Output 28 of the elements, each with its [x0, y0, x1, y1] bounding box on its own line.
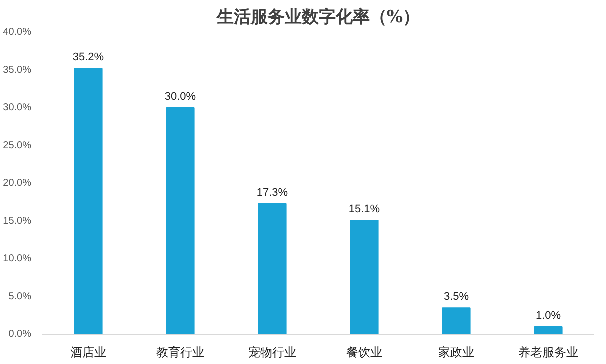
data-label: 30.0% [164, 91, 196, 103]
x-tick-label: 餐饮业 [346, 346, 382, 360]
data-label: 17.3% [256, 186, 288, 199]
bar [442, 308, 471, 334]
x-tick-label: 养老服务业 [518, 346, 578, 360]
bar [258, 203, 287, 334]
bar [74, 68, 103, 334]
x-tick-label: 家政业 [438, 346, 474, 360]
x-tick-label: 宠物行业 [248, 346, 296, 360]
y-tick-label: 10.0% [3, 254, 32, 264]
bar [534, 326, 563, 334]
y-tick-label: 5.0% [8, 291, 32, 302]
data-label: 15.1% [348, 203, 380, 216]
x-tick-label: 酒店业 [70, 346, 106, 360]
y-tick-label: 20.0% [3, 178, 32, 189]
y-tick-label: 30.0% [3, 102, 32, 114]
data-label: 35.2% [72, 52, 104, 64]
y-tick-label: 15.0% [3, 216, 32, 227]
chart-title: 生活服务业数字化率（%） [216, 8, 420, 28]
data-label: 3.5% [444, 291, 470, 304]
data-label: 1.0% [536, 310, 562, 322]
bar [166, 108, 195, 334]
y-tick-label: 25.0% [3, 140, 32, 152]
x-tick-label: 教育行业 [156, 346, 204, 360]
bar [350, 220, 379, 334]
y-tick-label: 40.0% [3, 27, 32, 38]
y-tick-label: 0.0% [8, 329, 32, 340]
y-tick-label: 35.0% [3, 64, 32, 76]
